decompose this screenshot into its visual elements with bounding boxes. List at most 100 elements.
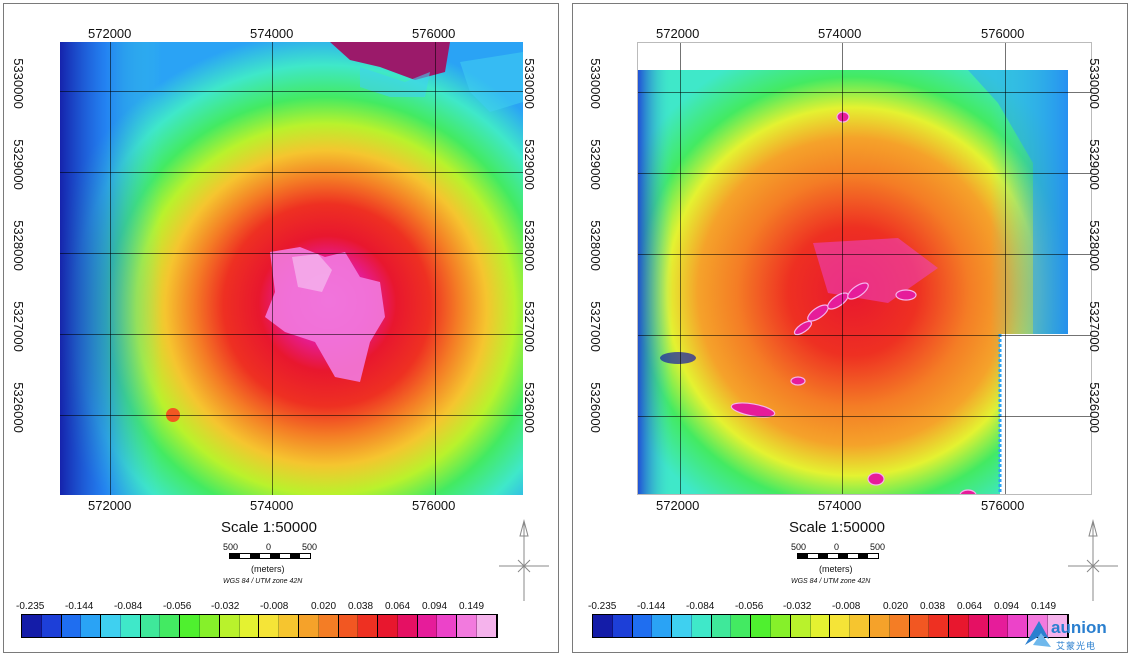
map-raster — [60, 42, 523, 495]
legend-swatch — [889, 615, 910, 637]
legend-value: 0.038 — [920, 601, 946, 612]
legend-value: 0.094 — [422, 601, 448, 612]
legend-swatch — [672, 615, 692, 637]
projection-label: WGS 84 / UTM zone 42N — [791, 578, 871, 585]
map-panel-right: 572000 574000 576000 — [572, 3, 1128, 653]
legend-value: -0.084 — [114, 601, 143, 612]
y-tick-left: 5327000 — [587, 301, 603, 352]
legend-swatch — [378, 615, 398, 637]
legend-swatch — [830, 615, 851, 637]
legend-swatch — [593, 615, 613, 637]
legend-value: 0.094 — [994, 601, 1020, 612]
x-tick-bottom: 572000 — [656, 498, 700, 513]
y-tick-left: 5329000 — [587, 139, 603, 190]
legend-value: -0.032 — [211, 601, 240, 612]
y-tick-left: 5330000 — [10, 58, 26, 109]
x-tick-top: 576000 — [981, 26, 1025, 41]
north-arrow-icon — [1068, 519, 1118, 601]
legend-swatch — [988, 615, 1009, 637]
legend-value: -0.056 — [735, 601, 764, 612]
scalebar — [797, 553, 879, 559]
aunion-logo-icon — [1025, 621, 1051, 647]
x-tick-bottom: 572000 — [88, 498, 132, 513]
scalebar-units: (meters) — [819, 564, 853, 574]
legend-value: 0.149 — [459, 601, 485, 612]
scale-text: Scale 1:50000 — [221, 519, 317, 536]
y-tick-left: 5328000 — [587, 220, 603, 271]
legend-swatch — [632, 615, 653, 637]
north-arrow-icon — [499, 519, 549, 601]
legend-value: 0.064 — [957, 601, 983, 612]
legend-swatch — [279, 615, 299, 637]
legend-value: -0.084 — [686, 601, 715, 612]
y-tick-right: 5329000 — [1086, 139, 1102, 190]
legend-swatch — [949, 615, 969, 637]
y-tick-left: 5327000 — [10, 301, 26, 352]
y-tick-left: 5328000 — [10, 220, 26, 271]
legend-swatch — [476, 615, 497, 637]
legend-value: 0.020 — [311, 601, 337, 612]
y-tick-right: 5328000 — [521, 220, 537, 271]
legend-value: -0.032 — [783, 601, 812, 612]
legend-swatch — [41, 615, 62, 637]
legend-value: 0.038 — [348, 601, 374, 612]
legend-swatch — [691, 615, 712, 637]
aunion-logo: aunion 艾蒙光电 — [1023, 617, 1123, 655]
y-tick-right: 5327000 — [1086, 301, 1102, 352]
gravity-map-smooth — [60, 42, 523, 495]
legend-swatch — [397, 615, 418, 637]
x-tick-top: 574000 — [250, 26, 294, 41]
scalebar-label: 500 — [870, 542, 886, 552]
legend-swatch — [140, 615, 161, 637]
legend-swatch — [850, 615, 870, 637]
legend-swatch — [711, 615, 732, 637]
legend-value: 0.064 — [385, 601, 411, 612]
x-tick-top: 572000 — [656, 26, 700, 41]
legend-value: -0.008 — [832, 601, 861, 612]
y-tick-left: 5326000 — [10, 382, 26, 433]
scalebar-label: 0 — [266, 542, 272, 552]
scalebar-label: 500 — [223, 542, 239, 552]
map-raster — [638, 43, 1091, 494]
legend-swatch — [180, 615, 201, 637]
legend-swatch — [160, 615, 181, 637]
y-tick-right: 5330000 — [1086, 58, 1102, 109]
legend-swatch — [612, 615, 633, 637]
x-tick-top: 572000 — [88, 26, 132, 41]
legend-swatch — [200, 615, 220, 637]
legend-swatch — [909, 615, 930, 637]
legend-swatch — [358, 615, 379, 637]
legend-swatch — [22, 615, 42, 637]
legend-value: -0.008 — [260, 601, 289, 612]
legend-value: -0.235 — [16, 601, 45, 612]
x-tick-top: 574000 — [818, 26, 862, 41]
legend-swatch — [929, 615, 950, 637]
legend-swatch — [219, 615, 240, 637]
legend-swatch — [338, 615, 359, 637]
scalebar-label: 0 — [834, 542, 840, 552]
x-tick-top: 576000 — [412, 26, 456, 41]
map-panel-left: 572000 574000 576000 — [3, 3, 559, 653]
legend-swatch — [1047, 615, 1068, 637]
legend-value: 0.149 — [1031, 601, 1057, 612]
legend-value: -0.144 — [65, 601, 94, 612]
scalebar — [229, 553, 311, 559]
y-tick-left: 5326000 — [587, 382, 603, 433]
legend-swatch — [417, 615, 438, 637]
legend-value: 0.020 — [883, 601, 909, 612]
legend-value: -0.235 — [588, 601, 617, 612]
legend-swatch — [61, 615, 82, 637]
legend-swatch — [1008, 615, 1029, 637]
legend-swatch — [771, 615, 791, 637]
legend-swatch — [81, 615, 102, 637]
logo-subtitle: 艾蒙光电 — [1056, 641, 1097, 651]
x-tick-bottom: 574000 — [818, 498, 862, 513]
legend-swatch — [259, 615, 280, 637]
legend-swatch — [318, 615, 339, 637]
scalebar-label: 500 — [302, 542, 318, 552]
y-tick-right: 5330000 — [521, 58, 537, 109]
y-tick-right: 5326000 — [521, 382, 537, 433]
legend-swatch — [120, 615, 141, 637]
y-tick-left: 5330000 — [587, 58, 603, 109]
color-legend — [21, 614, 498, 638]
